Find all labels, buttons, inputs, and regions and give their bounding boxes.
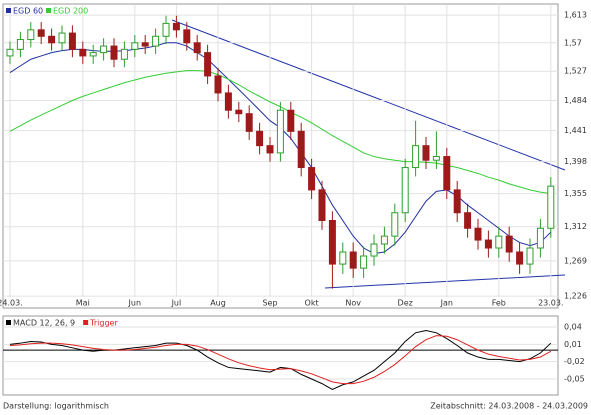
legend-label: EGD 60 [13, 7, 43, 16]
candle-body [516, 251, 524, 265]
legend-swatch [6, 320, 11, 325]
candle-body [391, 212, 399, 237]
candle-body [79, 48, 87, 57]
x-tick-label: Aug [210, 299, 226, 308]
y-tick-label: 1,613 [564, 11, 587, 20]
x-tick-label: Sep [262, 299, 277, 308]
candle-body [505, 235, 513, 253]
candle-body [224, 92, 232, 111]
y-tick-label: 1,57 [564, 38, 582, 47]
x-tick-label: Feb [492, 299, 506, 308]
candle-body [349, 251, 357, 269]
candle-body [308, 167, 316, 191]
candle-body [380, 235, 388, 245]
x-tick-label: Okt [305, 299, 319, 308]
candle-body [193, 42, 201, 54]
candle-body [276, 109, 284, 154]
x-tick-label: Dez [398, 299, 413, 308]
candle-body [6, 48, 14, 57]
x-tick-label: 23.03. [538, 299, 563, 308]
y-tick-label: 0,04 [564, 323, 582, 332]
candle-body [141, 42, 149, 47]
candle-body [16, 39, 24, 50]
candle-body [401, 167, 409, 214]
candle-body [204, 52, 212, 77]
y-tick-label: 1,226 [564, 292, 587, 301]
candle-body [495, 235, 503, 249]
footer-right: Zeitabschnitt: 24.03.2008 - 24.03.2009 [430, 402, 588, 411]
candle-body [547, 185, 555, 229]
candle-body [484, 239, 492, 249]
y-tick-label: 1,269 [564, 256, 587, 265]
y-tick-label: 0,01 [564, 340, 582, 349]
y-tick-label: 1,527 [564, 67, 587, 76]
candle-body [37, 29, 45, 37]
x-tick-label: Jan [440, 299, 453, 308]
candle-body [536, 227, 544, 249]
y-tick-label: 1,484 [564, 96, 587, 105]
candle-body [172, 22, 180, 31]
candle-body [152, 35, 160, 47]
candle-body [266, 145, 274, 154]
y-tick-label: 1,398 [564, 157, 587, 166]
candle-body [422, 145, 430, 161]
candle-body [48, 35, 56, 44]
candle-body [27, 29, 35, 41]
candle-body [318, 189, 326, 221]
candle-body [464, 212, 472, 229]
legend-swatch [46, 8, 51, 13]
x-tick-label: Mai [76, 299, 90, 308]
y-tick-label: 1,312 [564, 222, 587, 231]
candle-body [256, 130, 264, 147]
candle-body [131, 42, 139, 50]
legend-label: Trigger [89, 319, 118, 328]
candle-body [287, 109, 295, 132]
candle-body [370, 243, 378, 257]
candle-body [235, 109, 243, 115]
x-tick-label: Nov [345, 299, 361, 308]
x-tick-label: Jul [171, 299, 182, 308]
trend-lines [171, 19, 566, 289]
y-tick-label: -0,05 [564, 375, 585, 384]
macd-line [9, 329, 552, 390]
y-tick-label: -0,02 [564, 357, 585, 366]
candle-body [453, 189, 461, 214]
candle-body [328, 219, 336, 265]
candle-body [68, 32, 76, 50]
candle-body [474, 227, 482, 241]
trend-line [324, 274, 566, 289]
legend-label: MACD 12, 26, 9 [13, 319, 75, 328]
y-tick-label: 1,441 [564, 126, 587, 135]
trend-line [171, 19, 566, 171]
candle-body [526, 247, 534, 265]
candle-body [120, 48, 128, 60]
candle-body [297, 130, 305, 169]
x-tick-label: Jun [128, 299, 142, 308]
candle-body [360, 255, 368, 269]
candle-body [245, 113, 253, 132]
candle-body [432, 156, 440, 161]
candle-body [89, 52, 97, 57]
candle-body [110, 45, 118, 60]
y-tick-label: 1,355 [564, 189, 587, 198]
x-tick-label: 24.03. [0, 299, 23, 308]
candle-body [214, 75, 222, 94]
candle-body [100, 45, 108, 54]
candle-body [183, 29, 191, 44]
macd-line [9, 335, 552, 385]
candle-body [339, 251, 347, 265]
candle-body [58, 32, 66, 44]
footer-left: Darstellung: logarithmisch [3, 402, 109, 411]
candle-body [443, 156, 451, 191]
candle-body [162, 22, 170, 37]
legend-swatch [6, 8, 11, 13]
legend-swatch [83, 320, 89, 325]
macd-panel [2, 315, 559, 396]
legend-label: EGD 200 [53, 7, 88, 16]
candle-body [412, 145, 420, 169]
